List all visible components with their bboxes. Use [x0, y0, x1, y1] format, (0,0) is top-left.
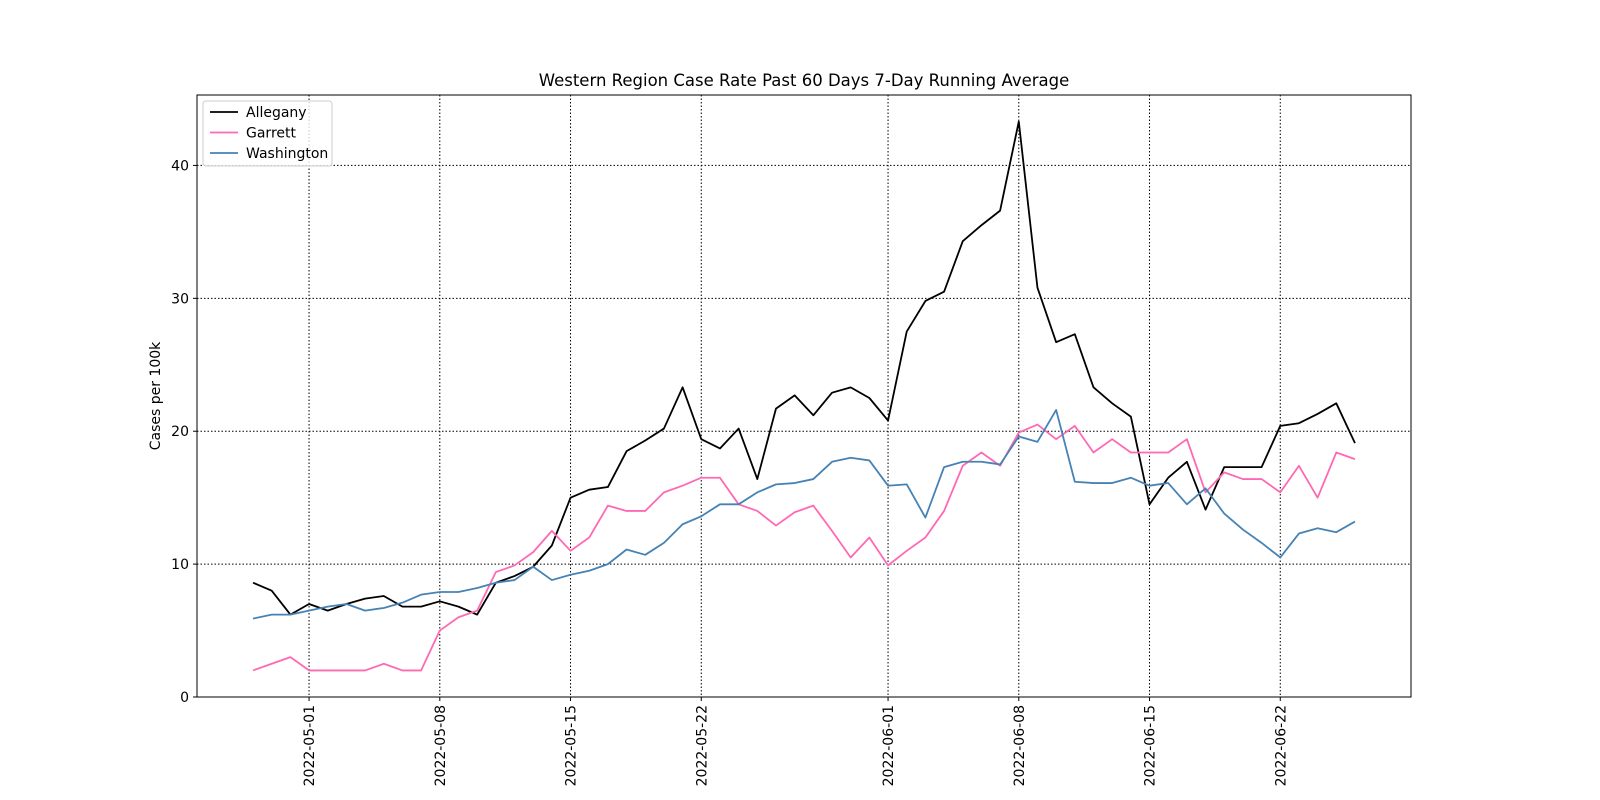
legend-label: Washington [246, 146, 328, 162]
y-tick-label: 0 [180, 690, 189, 706]
y-tick-label: 30 [171, 291, 189, 307]
plot-frame [196, 94, 1412, 698]
y-tick-label: 40 [171, 158, 189, 174]
x-tick-label: 2022-05-01 [302, 705, 318, 786]
series-line [252, 120, 1356, 616]
y-tick-label: 10 [171, 557, 189, 573]
y-tick-label: 20 [171, 424, 189, 440]
x-tick-label: 2022-05-08 [433, 705, 449, 786]
legend-label: Garrett [246, 126, 296, 142]
series-line [252, 409, 1356, 620]
x-tick-label: 2022-06-15 [1143, 705, 1159, 786]
legend-box [202, 100, 333, 167]
series-line [252, 423, 1356, 672]
x-tick-label: 2022-06-01 [881, 705, 897, 786]
x-tick-label: 2022-05-22 [694, 705, 710, 786]
x-tick-label: 2022-06-08 [1012, 705, 1028, 786]
x-tick-label: 2022-06-22 [1273, 705, 1289, 786]
y-axis-label: Cases per 100k [148, 341, 164, 450]
x-tick-label: 2022-05-15 [564, 705, 580, 786]
legend-label: Allegany [246, 105, 307, 121]
chart-title: Western Region Case Rate Past 60 Days 7-… [539, 71, 1070, 90]
